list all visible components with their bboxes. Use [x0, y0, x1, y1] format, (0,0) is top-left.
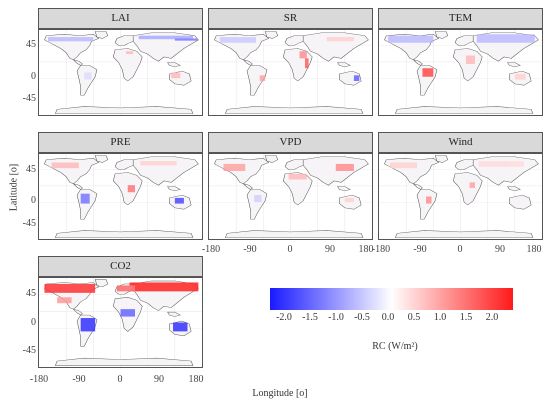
lon-tick: 0	[457, 244, 463, 255]
colorbar-tick: 2.0	[485, 312, 499, 323]
panel-lai: LAI	[38, 8, 203, 116]
lon-tick: -180	[29, 374, 49, 385]
panel-title-vpd: VPD	[208, 132, 373, 153]
lat-tick: 0	[31, 195, 36, 206]
y-axis-title: Latitude [o]	[8, 163, 20, 212]
panel-pre: PRE	[38, 132, 203, 240]
lat-tick: 45	[26, 288, 36, 299]
panel-title-pre: PRE	[38, 132, 203, 153]
colorbar	[270, 288, 513, 310]
lat-tick: -45	[22, 218, 36, 229]
lon-tick: 0	[287, 244, 293, 255]
lon-tick: -180	[201, 244, 221, 255]
panel-title-lai: LAI	[38, 8, 203, 29]
map-sr	[208, 29, 373, 116]
map-wind	[378, 153, 543, 240]
colorbar-tick: 0.5	[407, 312, 421, 323]
panel-vpd: VPD	[208, 132, 373, 240]
lat-tick: 45	[26, 39, 36, 50]
lon-tick: 180	[526, 244, 542, 255]
panel-title-sr: SR	[208, 8, 373, 29]
map-vpd	[208, 153, 373, 240]
map-lai	[38, 29, 203, 116]
lon-tick: -90	[72, 374, 86, 385]
colorbar-tick: 1.0	[433, 312, 447, 323]
colorbar-tick: -0.5	[354, 312, 370, 323]
lat-tick: 0	[31, 317, 36, 328]
map-co2	[38, 277, 203, 368]
lon-tick: 90	[495, 244, 505, 255]
panel-sr: SR	[208, 8, 373, 116]
colorbar-tick: -1.5	[302, 312, 318, 323]
lon-tick: 180	[358, 244, 374, 255]
lat-tick: 45	[26, 164, 36, 175]
map-tem	[378, 29, 543, 116]
lon-tick: 90	[325, 244, 335, 255]
panel-title-co2: CO2	[38, 256, 203, 277]
lon-tick: 90	[154, 374, 164, 385]
lat-tick: -45	[22, 345, 36, 356]
x-axis-title: Longitude [o]	[252, 388, 308, 399]
colorbar-tick: -1.0	[328, 312, 344, 323]
lon-tick: -90	[243, 244, 257, 255]
colorbar-tick: 0.0	[381, 312, 395, 323]
map-pre	[38, 153, 203, 240]
colorbar-tick: -2.0	[276, 312, 292, 323]
lon-tick: -90	[413, 244, 427, 255]
lon-tick: 0	[117, 374, 123, 385]
panel-co2: CO2	[38, 256, 203, 368]
panel-title-wind: Wind	[378, 132, 543, 153]
colorbar-title: RC (W/m²)	[372, 341, 418, 352]
lon-tick: 180	[188, 374, 204, 385]
lon-tick: -180	[371, 244, 391, 255]
lat-tick: -45	[22, 93, 36, 104]
panel-tem: TEM	[378, 8, 543, 116]
panel-wind: Wind	[378, 132, 543, 240]
panel-title-tem: TEM	[378, 8, 543, 29]
colorbar-tick: 1.5	[459, 312, 473, 323]
lat-tick: 0	[31, 71, 36, 82]
